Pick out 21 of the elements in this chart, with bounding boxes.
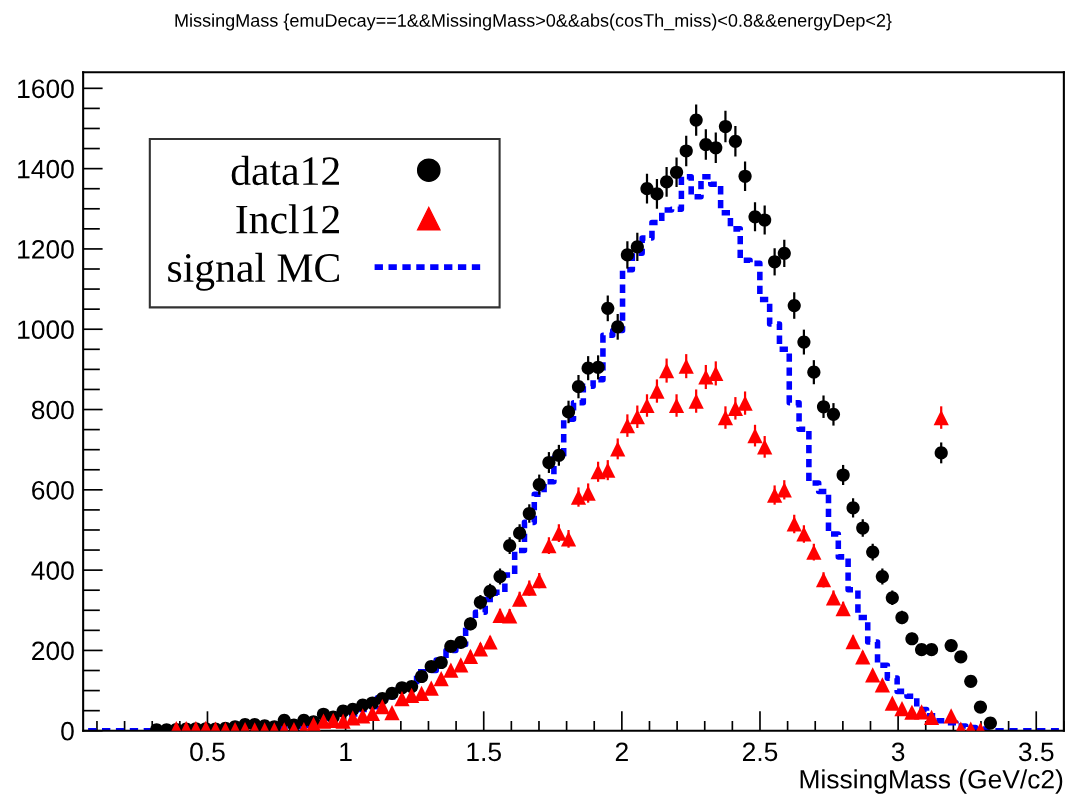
x-tick-label: 3	[891, 742, 905, 762]
y-tick-label: 1200	[18, 240, 74, 259]
x-tick-label: 1.5	[467, 742, 501, 762]
x-tick-label: 3.5	[1018, 742, 1054, 762]
x-tick-label: 1	[340, 742, 352, 761]
chart-title: MissingMass {emuDecay==1&&MissingMass>0&&abs(cosTh_miss)<0.8&&energyDep<2}	[175, 13, 892, 31]
y-tick-label: 400	[31, 561, 74, 580]
y-tick-label: 1600	[18, 79, 74, 99]
y-tick-label: 800	[31, 400, 74, 420]
y-tick-label: 200	[32, 641, 74, 661]
x-axis-title: MissingMass (GeV/c2)	[800, 769, 1063, 794]
y-tick-label: 1400	[18, 159, 74, 179]
y-tick-label: 0	[61, 721, 74, 741]
legend-label: signal MC	[168, 252, 339, 291]
legend-label: Incl12	[236, 204, 339, 234]
x-tick-label: 0.5	[190, 742, 225, 762]
legend-label: data12	[231, 155, 339, 186]
y-tick-label: 600	[32, 480, 74, 500]
y-tick-label: 1000	[18, 320, 74, 340]
x-tick-label: 2	[615, 742, 628, 761]
x-tick-label: 2.5	[742, 742, 778, 762]
